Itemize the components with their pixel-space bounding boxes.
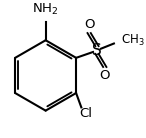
Text: CH$_3$: CH$_3$ bbox=[121, 33, 145, 48]
Text: NH$_2$: NH$_2$ bbox=[32, 2, 59, 17]
Text: S: S bbox=[92, 43, 102, 58]
Text: O: O bbox=[100, 69, 110, 82]
Text: Cl: Cl bbox=[79, 107, 92, 120]
Text: O: O bbox=[84, 18, 94, 31]
